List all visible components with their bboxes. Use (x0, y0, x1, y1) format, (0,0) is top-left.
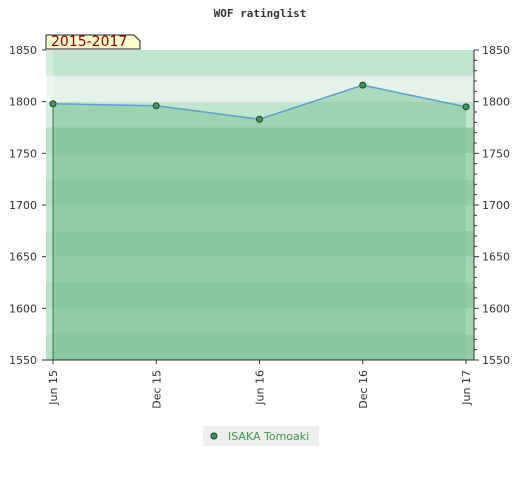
x-tick-label: Jun 15 (47, 370, 60, 406)
y-tick-label-right: 1600 (482, 302, 510, 315)
x-tick-label: Jun 16 (254, 370, 267, 406)
y-tick-label-right: 1650 (482, 251, 510, 264)
y-tick-label-right: 1800 (482, 96, 510, 109)
y-tick-label-left: 1600 (9, 302, 37, 315)
chart-title: WOF ratinglist (214, 7, 307, 20)
legend-series-name: ISAKA Tomoaki (228, 430, 309, 443)
y-tick-label-right: 1700 (482, 199, 510, 212)
period-badge-background (45, 34, 141, 50)
series-area-layer (52, 84, 467, 360)
x-tick-label: Jun 17 (460, 370, 473, 406)
plot-left-gutter (46, 50, 53, 360)
series-area (53, 85, 466, 360)
y-tick-label-left: 1700 (9, 199, 37, 212)
x-tick-label: Dec 15 (150, 370, 163, 409)
axes: 1550 1550 1600 1600 1650 1650 1700 1700 1750 1750… (9, 44, 510, 409)
y-tick-label-right: 1850 (482, 44, 510, 57)
y-tick-label-right: 1750 (482, 147, 510, 160)
y-tick-label-left: 1800 (9, 96, 37, 109)
y-tick-label-left: 1650 (9, 251, 37, 264)
background-band (46, 50, 474, 76)
y-tick-label-left: 1750 (9, 147, 37, 160)
data-point (256, 115, 263, 123)
legend: ISAKA Tomoaki (203, 426, 319, 446)
data-point (359, 81, 367, 89)
data-point (462, 103, 470, 111)
x-tick-label: Dec 16 (357, 370, 370, 409)
y-tick-label-right: 1550 (482, 354, 510, 367)
legend-marker (210, 432, 218, 440)
y-tick-label-left: 1850 (9, 44, 37, 57)
y-tick-label-left: 1550 (9, 354, 37, 367)
legend-background (203, 426, 319, 446)
period-label: 2015-2017 (51, 34, 127, 50)
data-point (152, 102, 160, 110)
data-point (49, 100, 57, 108)
series-markers (49, 81, 470, 123)
period-badge: 2015-2017 (45, 34, 141, 50)
